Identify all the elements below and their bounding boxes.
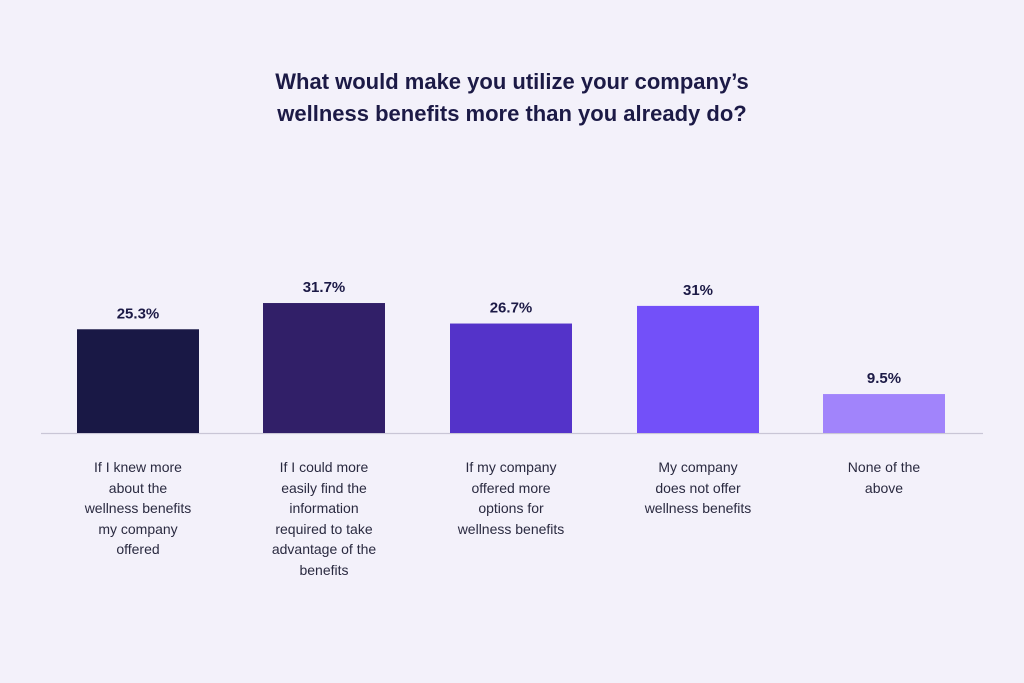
bar-2 (263, 303, 385, 433)
bar-value-label-2: 31.7% (303, 279, 346, 296)
chart-title: What would make you utilize your company… (0, 66, 1024, 130)
bar-1 (77, 329, 199, 433)
bar-value-label-4: 31% (683, 282, 713, 299)
bar-value-label-5: 9.5% (867, 370, 901, 387)
bar-4 (637, 305, 759, 433)
bar-value-label-1: 25.3% (117, 305, 160, 322)
bar-3 (450, 323, 572, 433)
category-label-2: If I could more easily find the informat… (271, 459, 377, 578)
category-label-4: My company does not offer wellness benef… (644, 459, 752, 516)
chart-title-line-2: wellness benefits more than you already … (277, 101, 747, 126)
category-label-1: If I knew more about the wellness benefi… (84, 459, 192, 557)
bar-value-label-3: 26.7% (490, 300, 533, 317)
category-label-3: If my company offered more options for w… (457, 459, 565, 537)
bar-5 (823, 394, 945, 433)
category-label-5: None of the above (847, 459, 921, 496)
chart-title-line-1: What would make you utilize your company… (275, 69, 749, 94)
